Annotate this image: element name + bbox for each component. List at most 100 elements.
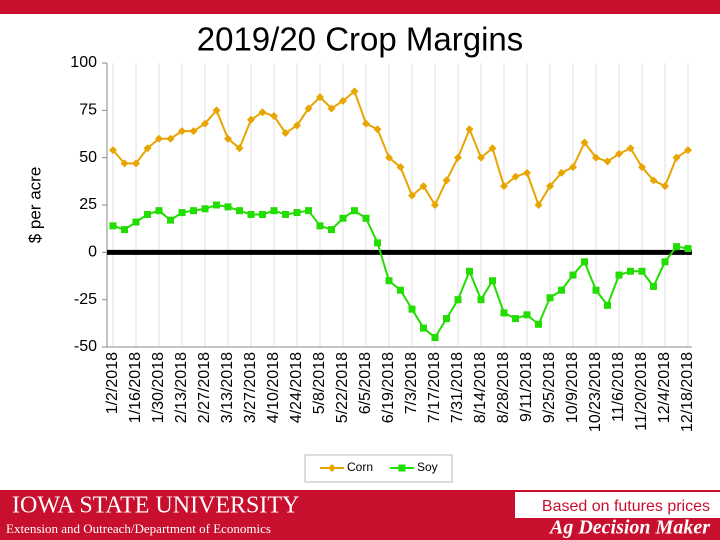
point [305,207,312,215]
x-tick-label: 1/30/2018 [150,352,167,423]
x-tick-label: 12/18/2018 [679,352,696,432]
point [293,209,301,217]
point [627,267,634,275]
x-tick-label: 8/14/2018 [472,352,489,423]
point [350,87,359,96]
point [121,226,128,234]
point [523,311,531,319]
point [155,134,163,143]
x-tick-label: 11/6/2018 [610,352,627,422]
point [270,207,278,215]
point [672,153,681,162]
point [385,153,393,162]
point [454,296,462,304]
point [638,267,646,275]
point [580,138,589,147]
x-tick-label: 3/13/2018 [219,352,236,423]
point [454,153,462,162]
point [661,258,669,266]
x-tick-label: 7/17/2018 [426,352,443,423]
chart-title: 2019/20 Crop Margins [197,21,524,58]
x-tick-label: 5/22/2018 [334,352,351,423]
x-tick-label: 11/20/2018 [633,352,650,431]
point [351,207,358,215]
point [201,119,209,128]
point [132,218,140,226]
point [316,222,324,230]
point [604,301,611,309]
university-name: Iowa State University [12,493,299,519]
point [339,96,347,105]
point [684,245,692,253]
x-tick-label: 9/11/2018 [518,352,535,422]
point [259,210,266,218]
x-tick-label: 6/19/2018 [380,352,397,423]
y-tick-label: 75 [79,102,97,119]
x-tick-label: 2/13/2018 [173,352,190,423]
point [109,146,117,155]
x-tick-label: 2/27/2018 [196,352,213,423]
point [546,182,554,191]
point [408,191,416,200]
point [201,205,209,213]
point [236,207,243,215]
point [592,153,600,162]
point [489,277,496,285]
legend-marker [398,464,406,472]
point [626,144,635,153]
point [212,106,221,115]
point [304,104,313,113]
point [420,324,427,332]
x-tick-label: 8/28/2018 [495,352,512,423]
point [650,282,657,290]
point [120,159,129,168]
legend-marker [328,464,336,472]
point [258,108,267,117]
x-tick-label: 6/5/2018 [357,352,374,414]
point [213,201,220,209]
point [488,144,497,153]
x-tick-label: 10/23/2018 [587,352,604,432]
top-bar [0,0,720,14]
legend-label: Corn [347,460,373,474]
y-tick-label: 25 [79,196,97,213]
point [374,239,381,247]
point [638,163,646,172]
x-tick-label: 7/31/2018 [449,352,466,423]
point [178,127,186,136]
x-tick-label: 10/9/2018 [564,352,581,423]
point [235,144,244,153]
point [109,222,117,230]
point [443,315,450,323]
point [247,210,255,218]
point [673,243,680,251]
point [293,121,301,130]
point [581,258,588,266]
department: Extension and Outreach/Department of Eco… [6,521,271,536]
point [500,182,508,191]
point [603,157,612,166]
point [569,163,577,172]
point [477,296,485,304]
point [569,271,577,279]
x-tick-label: 9/25/2018 [541,352,558,423]
point [189,127,198,136]
point [316,93,324,102]
point [500,309,508,317]
point [327,104,336,113]
point [477,153,485,162]
point [592,286,600,294]
x-tick-label: 1/2/2018 [104,352,121,414]
point [684,146,692,155]
point [132,159,140,168]
point [143,144,152,153]
y-axis-label: $ per acre [25,167,44,244]
x-tick-label: 4/10/2018 [265,352,282,423]
point [155,207,163,215]
footer-note: Based on futures prices [542,498,710,515]
point [546,294,554,302]
x-tick-label: 4/24/2018 [288,352,305,423]
x-tick-label: 5/8/2018 [311,352,328,414]
